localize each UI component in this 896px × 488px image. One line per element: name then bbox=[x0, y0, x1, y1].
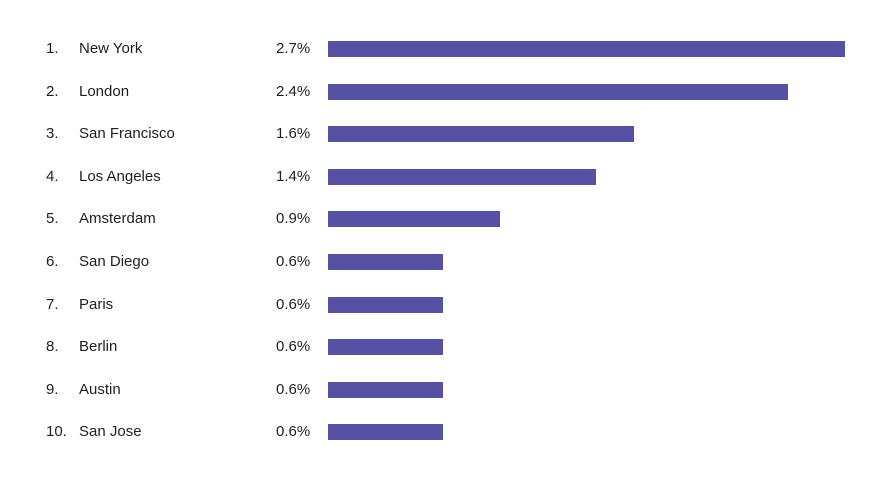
bar bbox=[328, 83, 788, 100]
category-label: San Diego bbox=[79, 253, 150, 270]
value-label: 0.6% bbox=[276, 253, 311, 270]
rank-label: 3. bbox=[46, 125, 59, 143]
bar bbox=[328, 168, 596, 185]
chart-row: 5. Amsterdam 0.9% bbox=[0, 204, 896, 234]
bar bbox=[328, 254, 443, 270]
rank-label: 2. bbox=[46, 82, 59, 100]
chart-row: 9. Austin 0.6% bbox=[0, 375, 896, 405]
category-label: Amsterdam bbox=[79, 210, 156, 228]
rank-label: 9. bbox=[46, 380, 59, 398]
category-label: Los Angeles bbox=[79, 167, 161, 185]
chart-row: 8. Berlin 0.6% bbox=[0, 332, 896, 362]
value-label: 1.4% bbox=[276, 167, 311, 185]
bar bbox=[328, 339, 443, 356]
chart-row: 10. San Jose 0.6% bbox=[0, 417, 896, 447]
bar bbox=[328, 126, 634, 143]
value-label: 1.6% bbox=[276, 125, 311, 143]
rank-label: 7. bbox=[46, 295, 59, 313]
bar bbox=[328, 381, 443, 398]
chart-row: 7. Paris 0.6% bbox=[0, 290, 896, 320]
value-label: 0.6% bbox=[276, 338, 311, 356]
bar bbox=[328, 296, 443, 313]
chart-row: 3. San Francisco 1.6% bbox=[0, 119, 896, 149]
value-label: 0.6% bbox=[276, 423, 311, 441]
value-label: 2.4% bbox=[276, 82, 311, 100]
rank-label: 4. bbox=[46, 167, 59, 185]
value-label: 0.9% bbox=[276, 210, 311, 228]
category-label: New York bbox=[79, 40, 143, 57]
value-label: 0.6% bbox=[276, 380, 311, 398]
chart-row: 2. London 2.4% bbox=[0, 77, 896, 107]
category-label: Paris bbox=[79, 295, 114, 313]
category-label: London bbox=[79, 82, 130, 100]
chart-row: 6. San Diego 0.6% bbox=[0, 247, 896, 277]
category-label: San Jose bbox=[79, 423, 142, 441]
rank-label: 8. bbox=[46, 338, 59, 356]
rank-label: 1. bbox=[46, 40, 59, 57]
rank-label: 10. bbox=[46, 423, 67, 441]
value-label: 2.7% bbox=[276, 40, 311, 57]
bar bbox=[328, 424, 443, 441]
category-label: Austin bbox=[79, 380, 121, 398]
value-label: 0.6% bbox=[276, 295, 311, 313]
chart-row: 1. New York 2.7% bbox=[0, 34, 896, 64]
category-label: Berlin bbox=[79, 338, 118, 356]
bar bbox=[328, 41, 845, 57]
chart-row: 4. Los Angeles 1.4% bbox=[0, 162, 896, 192]
rank-label: 6. bbox=[46, 253, 59, 270]
rank-label: 5. bbox=[46, 210, 59, 228]
category-label: San Francisco bbox=[79, 125, 175, 143]
bar bbox=[328, 211, 500, 228]
